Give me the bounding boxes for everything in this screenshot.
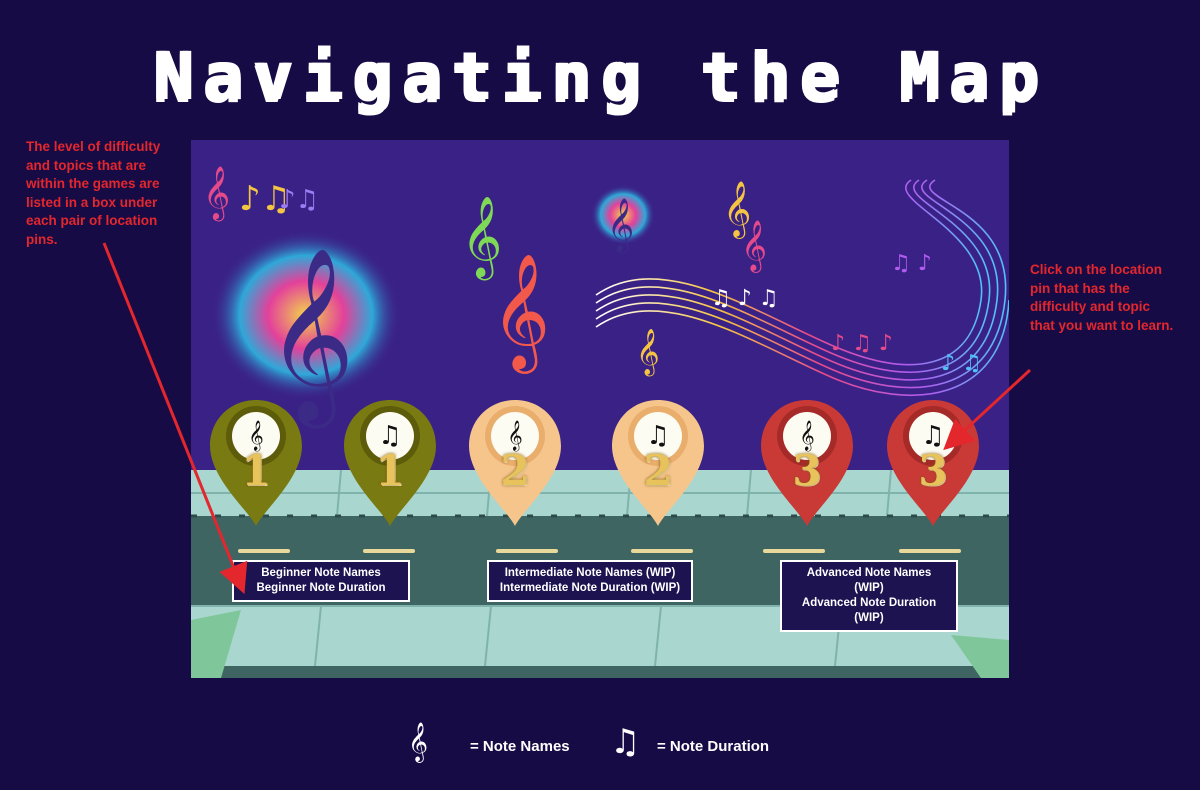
svg-text:𝄞: 𝄞	[491, 252, 550, 374]
music-notes-icon: ♫	[634, 412, 682, 460]
svg-text:♪♫: ♪♫	[279, 185, 319, 215]
legend-note-names: = Note Names	[470, 738, 570, 755]
svg-text:𝄞: 𝄞	[203, 165, 230, 221]
svg-text:♪ ♫: ♪ ♫	[941, 351, 982, 376]
svg-text:𝄞: 𝄞	[607, 197, 634, 253]
treble-clef-staff-icon: 𝄞	[783, 412, 831, 460]
advanced-topics-box: Advanced Note Names (WIP) Advanced Note …	[780, 560, 958, 632]
svg-text:𝄞: 𝄞	[461, 195, 502, 280]
treble-clef-staff-icon: 𝄞	[491, 412, 539, 460]
level-number: 3	[792, 446, 822, 495]
music-notes-icon: ♫	[366, 412, 414, 460]
music-notes-icon: ♫	[610, 722, 641, 762]
pin-advanced-note-duration[interactable]: ♫ 3	[885, 398, 981, 528]
svg-text:♪♫: ♪♫	[239, 179, 291, 219]
level-number: 1	[241, 446, 271, 495]
pin-beginner-note-names[interactable]: 𝄞 1	[208, 398, 304, 528]
box-line-2: Intermediate Note Duration (WIP)	[499, 582, 681, 594]
legend-note-duration: = Note Duration	[657, 738, 770, 755]
svg-text:𝄞: 𝄞	[741, 220, 767, 273]
level-number: 2	[500, 446, 530, 495]
annotation-right: Click on the location pin that has the d…	[1030, 262, 1174, 333]
box-line-1: Beginner Note Names	[261, 567, 381, 579]
level-number: 1	[375, 446, 405, 495]
box-line-2: Beginner Note Duration	[256, 582, 386, 594]
beginner-topics-box: Beginner Note Names Beginner Note Durati…	[232, 560, 410, 602]
pin-beginner-note-duration[interactable]: ♫ 1	[342, 398, 438, 528]
svg-text:𝄞: 𝄞	[266, 247, 355, 429]
box-line-1: Intermediate Note Names (WIP)	[504, 567, 676, 579]
box-line-1: Advanced Note Names (WIP)	[806, 567, 932, 594]
level-map: 𝄞 𝄞 ♪♫ ♪♫ 𝄞 𝄞 𝄞 𝄞 𝄞 𝄞 ♫ ♪ ♫ ♪ ♫ ♪ ♫ ♪ ♪ …	[191, 140, 1009, 678]
svg-text:♪ ♫ ♪: ♪ ♫ ♪	[831, 331, 893, 356]
svg-text:♫ ♪ ♫: ♫ ♪ ♫	[711, 286, 778, 311]
svg-text:𝄞: 𝄞	[636, 329, 660, 377]
page-title: Navigating the Map	[152, 38, 1048, 115]
pin-advanced-note-names[interactable]: 𝄞 3	[759, 398, 855, 528]
pin-intermediate-note-names[interactable]: 𝄞 2	[467, 398, 563, 528]
svg-text:♫ ♪: ♫ ♪	[891, 251, 932, 276]
intermediate-topics-box: Intermediate Note Names (WIP) Intermedia…	[487, 560, 693, 602]
level-number: 3	[918, 446, 948, 495]
annotation-left: The level of difficulty and topics that …	[26, 139, 161, 247]
map-background: 𝄞 𝄞 ♪♫ ♪♫ 𝄞 𝄞 𝄞 𝄞 𝄞 𝄞 ♫ ♪ ♫ ♪ ♫ ♪ ♫ ♪ ♪ …	[191, 140, 1009, 678]
pin-intermediate-note-duration[interactable]: ♫ 2	[610, 398, 706, 528]
level-number: 2	[643, 446, 673, 495]
box-line-2: Advanced Note Duration (WIP)	[801, 597, 937, 624]
svg-text:𝄞: 𝄞	[723, 181, 751, 239]
treble-clef-staff-icon: 𝄞	[408, 722, 429, 762]
